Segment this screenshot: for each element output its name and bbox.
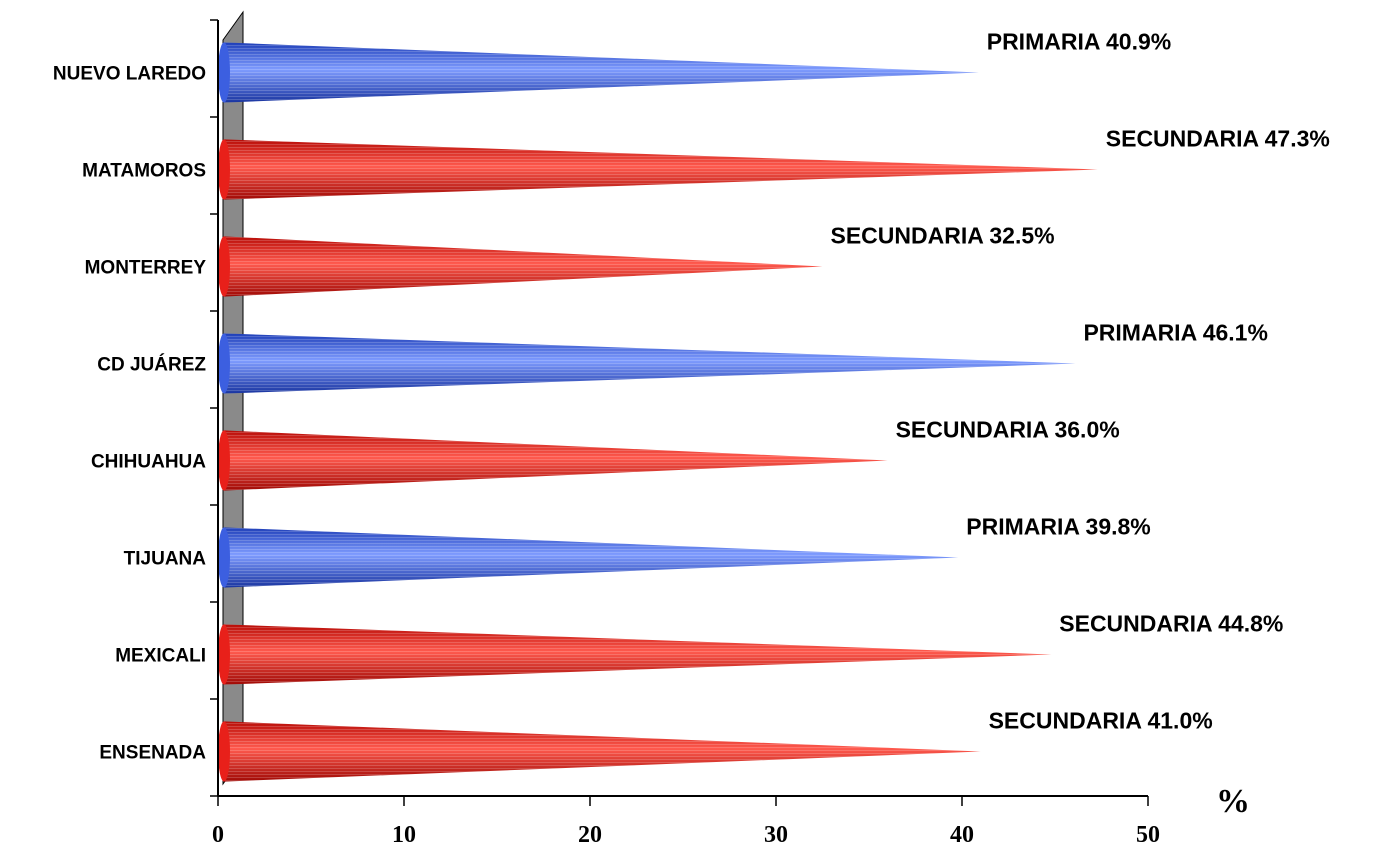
data-label-matamoros: SECUNDARIA 47.3%: [1106, 126, 1330, 152]
y-ticks-group: [210, 19, 218, 797]
bar-cone-texture-nuevo-laredo: [224, 42, 979, 103]
bar-cone-texture-cd-juarez: [224, 333, 1076, 394]
category-label-nuevo-laredo: NUEVO LAREDO: [53, 64, 206, 85]
category-labels-group: NUEVO LAREDO MATAMOROS MONTERREY CD JUÁREZ C…: [53, 64, 206, 764]
bar-cone-texture-chihuahua: [224, 430, 888, 491]
bar-cone-texture-mexicali: [224, 624, 1052, 685]
x-tick-label-30: 30: [764, 822, 788, 848]
category-label-ensenada: ENSENADA: [99, 743, 206, 764]
x-tick-label-0: 0: [212, 822, 224, 848]
bar-base-mexicali: [218, 624, 230, 685]
data-label-chihuahua: SECUNDARIA 36.0%: [896, 417, 1120, 443]
category-label-cd-juarez: CD JUÁREZ: [97, 354, 206, 376]
bar-base-monterrey: [218, 236, 230, 297]
x-axis-unit-label: %: [1216, 783, 1250, 820]
bar-base-ensenada: [218, 721, 230, 782]
bar-monterrey: [218, 236, 823, 297]
bar-ensenada: [218, 721, 981, 782]
data-label-ensenada: SECUNDARIA 41.0%: [989, 708, 1213, 734]
category-label-matamoros: MATAMOROS: [82, 161, 206, 182]
bars-group: [218, 42, 1098, 782]
data-label-mexicali: SECUNDARIA 44.8%: [1059, 611, 1283, 637]
bar-base-chihuahua: [218, 430, 230, 491]
bar-tijuana: [218, 527, 959, 588]
bar-cone-texture-monterrey: [224, 236, 823, 297]
bar-base-tijuana: [218, 527, 230, 588]
bar-nuevo-laredo: [218, 42, 979, 103]
bar-cone-texture-ensenada: [224, 721, 981, 782]
bar-matamoros: [218, 139, 1098, 200]
x-tick-label-40: 40: [950, 822, 974, 848]
data-labels-group: PRIMARIA 40.9% SECUNDARIA 47.3% SECUNDARIA…: [831, 29, 1330, 734]
bar-base-cd-juarez: [218, 333, 230, 394]
x-tick-label-20: 20: [578, 822, 602, 848]
bar-cd-juarez: [218, 333, 1076, 394]
x-tick-label-50: 50: [1136, 822, 1160, 848]
x-ticks-group: 0 10 20 30 40 50: [212, 796, 1160, 848]
category-label-mexicali: MEXICALI: [115, 646, 206, 667]
data-label-tijuana: PRIMARIA 39.8%: [966, 514, 1150, 540]
bar-cone-texture-matamoros: [224, 139, 1098, 200]
data-label-cd-juarez: PRIMARIA 46.1%: [1083, 320, 1267, 346]
bar-chihuahua: [218, 430, 888, 491]
data-label-monterrey: SECUNDARIA 32.5%: [831, 223, 1055, 249]
category-label-tijuana: TIJUANA: [124, 549, 207, 570]
category-label-chihuahua: CHIHUAHUA: [91, 452, 206, 473]
bar-base-matamoros: [218, 139, 230, 200]
bar-mexicali: [218, 624, 1052, 685]
x-tick-label-10: 10: [392, 822, 416, 848]
bar-cone-texture-tijuana: [224, 527, 959, 588]
bar-base-nuevo-laredo: [218, 42, 230, 103]
data-label-nuevo-laredo: PRIMARIA 40.9%: [987, 29, 1171, 55]
category-label-monterrey: MONTERREY: [85, 258, 207, 279]
